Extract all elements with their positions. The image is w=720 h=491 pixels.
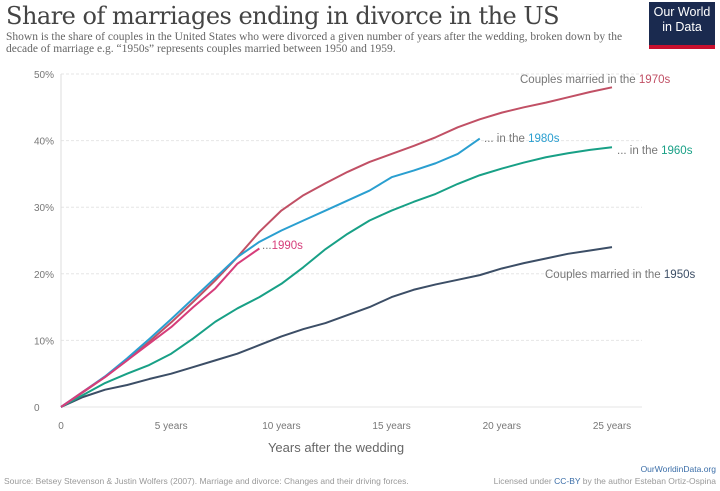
x-tick-label: 15 years	[372, 421, 410, 432]
series-line-1970s	[60, 86, 613, 408]
chart-subtitle: Shown is the share of couples in the Uni…	[6, 31, 623, 55]
series-label-prefix: Couples married in the	[520, 74, 639, 86]
series-line-1990s	[60, 247, 260, 408]
y-tick-label: 10%	[34, 336, 54, 347]
y-tick-label: 0	[34, 403, 40, 414]
series-label-1960s: ... in the 1960s	[617, 145, 693, 157]
y-tick-label: 40%	[34, 137, 54, 148]
series-label-name: 1960s	[661, 145, 693, 157]
series-label-name: 1970s	[639, 74, 671, 86]
y-tick-label: 50%	[34, 70, 54, 81]
source-note: Source: Betsey Stevenson & Justin Wolfer…	[4, 476, 409, 486]
chart-title: Share of marriages ending in divorce in …	[6, 2, 560, 30]
license-prefix: Licensed under	[493, 476, 555, 486]
license-note: Licensed under CC-BY by the author Esteb…	[494, 476, 716, 486]
y-tick-label: 20%	[34, 270, 54, 281]
series-label-prefix: ... in the	[617, 145, 661, 157]
series-label-1950s: Couples married in the 1950s	[545, 269, 695, 281]
x-tick-label: 5 years	[155, 421, 188, 432]
series-line-1950s	[60, 246, 613, 408]
y-tick-label: 30%	[34, 203, 54, 214]
series-label-1990s: ...1990s	[262, 240, 303, 252]
series-label-prefix: ... in the	[484, 133, 528, 145]
x-tick-label: 25 years	[593, 421, 631, 432]
owid-logo[interactable]: Our World in Data	[649, 2, 715, 49]
series-line-1960s	[60, 146, 613, 408]
series-label-1970s: Couples married in the 1970s	[520, 74, 670, 86]
x-axis-label: Years after the wedding	[268, 440, 404, 455]
logo-line2: in Data	[662, 20, 702, 34]
x-tick-label: 0	[58, 421, 64, 432]
series-label-name: 1980s	[528, 133, 560, 145]
license-link[interactable]: CC-BY	[554, 476, 581, 486]
logo-line1: Our World	[653, 5, 711, 19]
license-suffix: by the author Esteban Ortiz-Ospina	[580, 476, 716, 486]
series-label-name: 1950s	[664, 269, 696, 281]
x-tick-label: 20 years	[483, 421, 521, 432]
site-link[interactable]: OurWorldinData.org	[640, 464, 716, 474]
series-label-prefix: Couples married in the	[545, 269, 664, 281]
series-line-1980s	[60, 137, 481, 408]
series-label-name: 1990s	[272, 240, 304, 252]
x-tick-label: 10 years	[262, 421, 300, 432]
series-label-prefix: ...	[262, 240, 272, 252]
series-label-1980s: ... in the 1980s	[484, 133, 560, 145]
